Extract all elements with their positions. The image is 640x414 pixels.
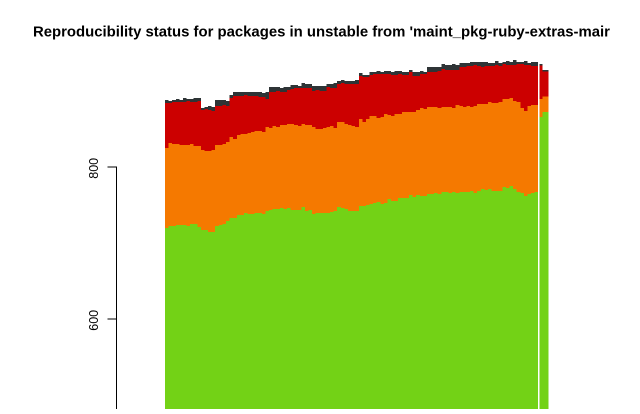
svg-text:800: 800 [87, 158, 101, 179]
svg-text:600: 600 [87, 310, 101, 331]
svg-text:Reproducibility status for pac: Reproducibility status for packages in u… [33, 25, 610, 41]
